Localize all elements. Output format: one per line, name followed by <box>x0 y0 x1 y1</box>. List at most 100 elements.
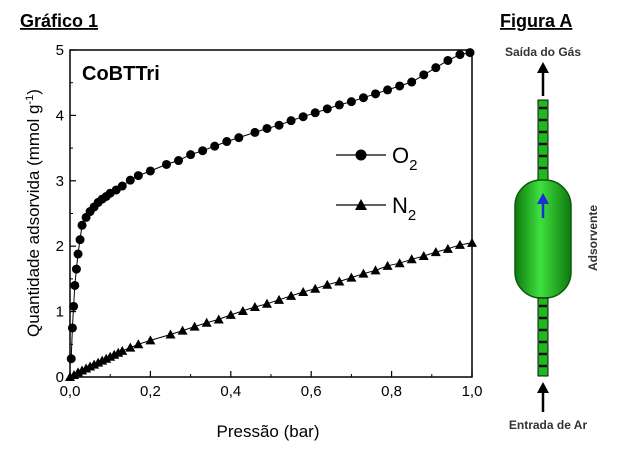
data-point <box>467 237 477 247</box>
data-point <box>225 309 236 319</box>
figure-title: Figura A <box>500 11 572 31</box>
y-tick-label: 3 <box>56 173 64 190</box>
x-axis-label: Pressão (bar) <box>217 422 320 441</box>
data-point <box>334 100 344 110</box>
data-point <box>274 294 285 304</box>
data-point <box>334 276 345 286</box>
data-point <box>346 97 356 107</box>
data-point <box>117 181 127 191</box>
legend-item-o2: O2 <box>336 143 417 174</box>
y-tick-label: 0 <box>56 369 64 386</box>
data-point <box>189 321 200 331</box>
data-point <box>133 171 143 181</box>
inlet-arrow-icon <box>537 382 549 412</box>
adsorption-column-diagram: Saída do Gás Entrada de Ar Adsorvente <box>505 45 600 432</box>
outlet-arrow-icon <box>537 62 549 96</box>
data-point <box>174 156 184 166</box>
data-point <box>77 220 87 230</box>
data-point <box>201 317 212 327</box>
y-axis-label: Quantidade adsorvida (mmol g-1) <box>24 89 43 337</box>
data-point <box>358 93 368 103</box>
x-tick-label: 0,2 <box>140 383 161 400</box>
data-point <box>298 286 309 296</box>
data-point <box>370 265 381 275</box>
data-point <box>237 305 248 315</box>
data-point <box>117 345 128 355</box>
data-point <box>177 325 188 335</box>
data-point <box>430 247 441 257</box>
data-point <box>443 55 453 65</box>
data-point <box>161 159 171 169</box>
legend-marker-o2 <box>355 149 367 161</box>
data-point <box>407 77 417 87</box>
data-point <box>406 254 417 264</box>
data-point <box>133 339 144 349</box>
data-point <box>322 279 333 289</box>
data-point <box>310 108 320 118</box>
data-point <box>75 235 85 245</box>
y-tick-label: 1 <box>56 304 64 321</box>
data-point <box>125 175 135 185</box>
x-axis: 0,0 0,2 0,4 0,6 0,8 1,0 <box>60 371 483 400</box>
data-point <box>310 283 321 293</box>
series-layer <box>65 48 477 381</box>
legend-item-n2: N2 <box>336 193 416 224</box>
data-point <box>249 302 260 312</box>
data-point <box>261 298 272 308</box>
legend-label-o2: O2 <box>392 143 417 174</box>
data-point <box>262 123 272 133</box>
series-line <box>70 52 471 359</box>
data-point <box>346 272 357 282</box>
data-point <box>286 290 297 300</box>
adsorbent-label: Adsorvente <box>586 205 600 271</box>
chart-inset-label: CoBTTri <box>82 63 160 85</box>
series-o2 <box>66 48 475 364</box>
legend: O2 N2 <box>336 143 417 224</box>
x-tick-label: 0,0 <box>60 383 81 400</box>
data-point <box>69 301 79 311</box>
gas-outlet-label: Saída do Gás <box>505 45 581 59</box>
y-tick-label: 4 <box>56 107 64 124</box>
x-tick-label: 0,8 <box>381 383 402 400</box>
data-point <box>213 314 224 324</box>
data-point <box>358 268 369 278</box>
data-point <box>383 85 393 95</box>
air-inlet-label: Entrada de Ar <box>509 418 588 432</box>
x-tick-label: 0,4 <box>220 383 241 400</box>
data-point <box>73 249 83 259</box>
data-point <box>465 48 475 58</box>
data-point <box>165 329 176 339</box>
data-point <box>322 104 332 114</box>
y-axis: 0 1 2 3 4 5 <box>56 42 76 386</box>
y-tick-label: 2 <box>56 238 64 255</box>
data-point <box>371 89 381 99</box>
lower-tube-dashes <box>539 304 547 368</box>
data-point <box>454 239 465 249</box>
y-tick-label: 5 <box>56 42 64 59</box>
series-n2 <box>65 237 477 381</box>
upper-tube-dashes <box>539 106 547 170</box>
chart-title: Gráfico 1 <box>20 11 98 31</box>
data-point <box>222 137 232 147</box>
x-tick-label: 1,0 <box>462 383 483 400</box>
data-point <box>234 133 244 143</box>
data-point <box>394 258 405 268</box>
data-point <box>70 280 80 290</box>
data-point <box>382 260 393 270</box>
data-point <box>198 146 208 156</box>
data-point <box>395 81 405 91</box>
plot-area: 0,0 0,2 0,4 0,6 0,8 1,0 0 1 2 3 4 5 CoBTTri O2 N2 <box>56 42 483 400</box>
data-point <box>69 370 80 380</box>
flow-arrow-icon <box>537 193 549 218</box>
data-point <box>274 120 284 130</box>
data-point <box>286 116 296 126</box>
data-point <box>250 127 260 137</box>
legend-label-n2: N2 <box>392 193 416 224</box>
data-point <box>67 323 77 333</box>
legend-marker-n2 <box>355 199 367 210</box>
lower-tube <box>537 297 549 377</box>
data-point <box>442 243 453 253</box>
data-point <box>145 166 155 176</box>
data-point <box>298 112 308 122</box>
